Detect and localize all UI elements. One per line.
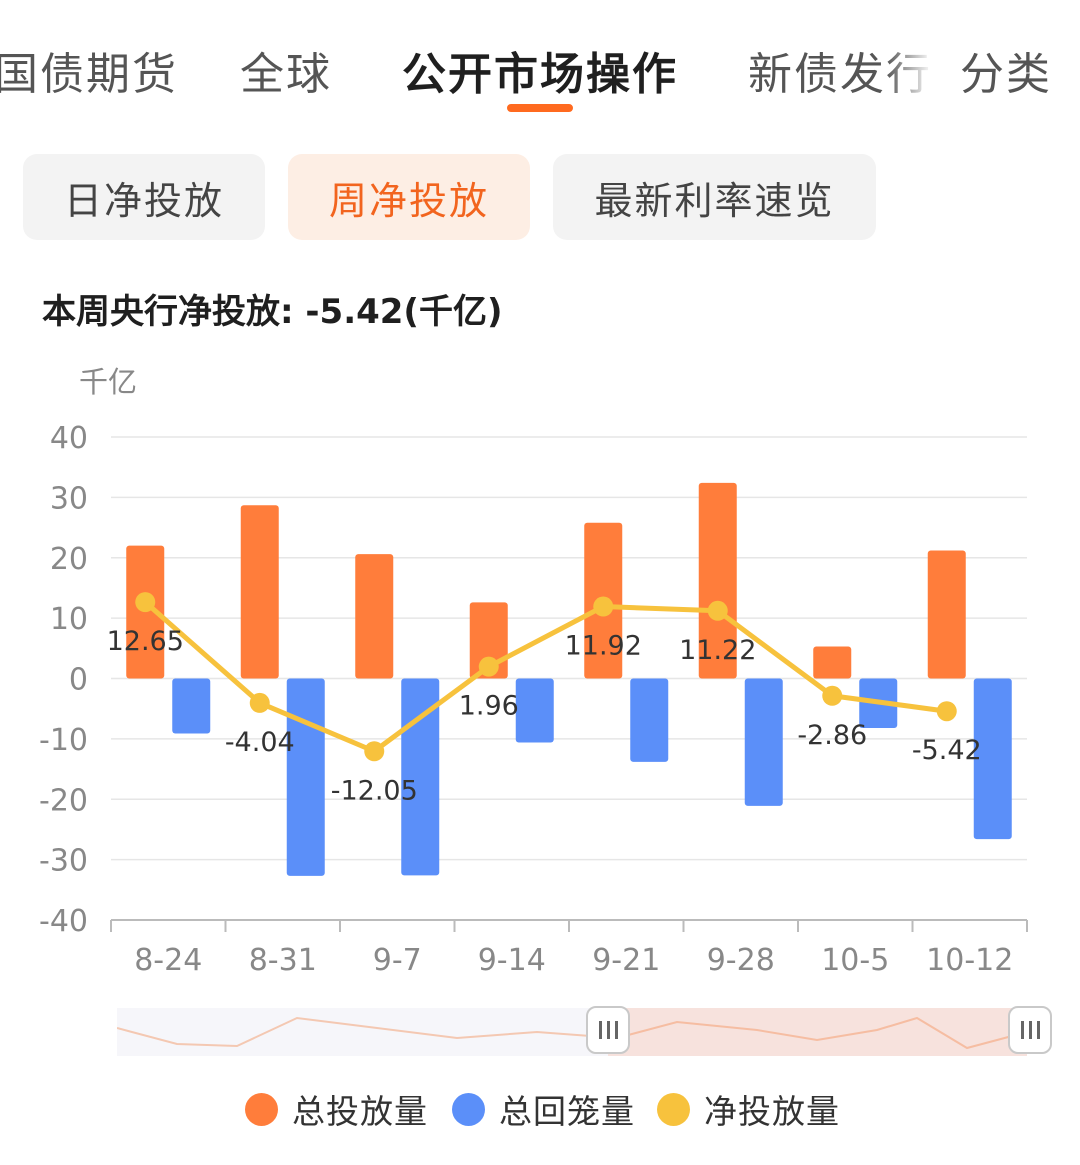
bar-total-injection <box>355 554 394 679</box>
slider-selected-range <box>608 1008 1027 1056</box>
y-tick-label: 10 <box>50 602 88 637</box>
subtab-weekly-net-injection[interactable]: 周净投放 <box>288 154 530 240</box>
legend-item-total-injection[interactable]: 总投放量 <box>245 1085 428 1133</box>
y-tick-label: -20 <box>39 783 88 818</box>
bar-total-injection <box>813 646 852 679</box>
net-injection-data-label: 1.96 <box>459 691 519 722</box>
net-injection-data-label: -5.42 <box>912 735 982 766</box>
y-axis-unit-label: 千亿 <box>79 365 137 399</box>
y-tick-label: 20 <box>50 542 88 577</box>
bar-total-withdrawal <box>401 678 440 876</box>
legend-item-net-injection[interactable]: 净投放量 <box>657 1085 840 1133</box>
weekly-net-injection-summary: 本周央行净投放: -5.42(千亿) <box>42 292 503 332</box>
net-injection-point <box>478 656 499 677</box>
bar-total-withdrawal <box>286 678 325 876</box>
x-tick-label: 9-28 <box>707 943 775 978</box>
y-tick-label: -30 <box>39 844 88 879</box>
x-tick-label: 9-21 <box>592 943 660 978</box>
x-tick-label: 10-5 <box>821 943 889 978</box>
net-injection-point <box>707 600 728 621</box>
net-injection-point <box>593 596 614 617</box>
net-injection-data-label: -12.05 <box>331 775 418 806</box>
net-injection-point <box>822 685 843 706</box>
bar-total-withdrawal <box>630 678 669 762</box>
x-tick-label: 8-24 <box>134 943 202 978</box>
legend-label: 总回笼量 <box>499 1092 635 1131</box>
tab-open-market-operations[interactable]: 公开市场操作 <box>402 49 678 100</box>
y-tick-label: 0 <box>69 663 88 698</box>
bar-total-injection <box>240 505 279 679</box>
bar-total-withdrawal <box>172 678 211 734</box>
y-tick-label: -10 <box>39 723 88 758</box>
top-tabs: 国债期货 全球 公开市场操作 新债发行 分类 <box>0 0 1080 120</box>
subtab-latest-rates-overview[interactable]: 最新利率速览 <box>553 154 876 240</box>
x-tick-label: 9-14 <box>478 943 546 978</box>
legend-item-total-withdrawal[interactable]: 总回笼量 <box>452 1085 635 1133</box>
net-injection-line <box>143 600 948 754</box>
net-injection-point <box>936 701 957 722</box>
tab-global[interactable]: 全球 <box>240 49 332 100</box>
legend-dot <box>245 1092 278 1126</box>
y-tick-label: -40 <box>39 904 88 939</box>
net-injection-point <box>135 592 156 613</box>
bar-total-withdrawal <box>973 678 1012 840</box>
net-injection-data-label: 11.92 <box>565 631 642 662</box>
net-injection-point <box>249 692 270 713</box>
x-tick-label: 9-7 <box>373 943 422 978</box>
grip-icon <box>1020 1021 1024 1039</box>
open-market-chart[interactable]: 千亿 40 30 20 10 0 -10 -20 -30 -40 8-24 8-31 9-7 9-14 9-… <box>0 350 1080 990</box>
x-tick-label: 10-12 <box>926 943 1013 978</box>
slider-right-handle[interactable] <box>1008 1006 1052 1054</box>
net-injection-data-label: -4.04 <box>225 727 295 758</box>
bar-total-injection <box>698 482 737 679</box>
net-injection-point <box>364 741 385 762</box>
active-tab-indicator <box>507 104 573 112</box>
chart-legend: 总投放量 总回笼量 净投放量 <box>0 1085 1080 1135</box>
slider-left-handle[interactable] <box>586 1006 630 1054</box>
bar-total-withdrawal <box>744 678 783 806</box>
legend-label: 总投放量 <box>292 1092 428 1131</box>
tab-new-bond-issuance[interactable]: 新债发行 <box>748 49 932 100</box>
tab-category[interactable]: 分类 <box>960 49 1052 100</box>
data-zoom-slider[interactable] <box>117 1006 1052 1056</box>
legend-label: 净投放量 <box>704 1092 840 1131</box>
net-injection-data-label: -2.86 <box>797 720 867 751</box>
net-injection-data-label: 12.65 <box>107 626 184 657</box>
subtab-daily-net-injection[interactable]: 日净投放 <box>23 154 265 240</box>
legend-dot <box>657 1092 690 1126</box>
y-tick-label: 30 <box>50 481 88 516</box>
y-tick-label: 40 <box>50 421 88 456</box>
bar-total-injection <box>927 550 966 679</box>
x-tick-label: 8-31 <box>249 943 317 978</box>
bar-total-withdrawal <box>515 678 554 743</box>
grip-icon <box>598 1021 602 1039</box>
net-injection-data-label: 11.22 <box>679 635 756 666</box>
legend-dot <box>452 1092 485 1126</box>
tab-treasury-futures[interactable]: 国债期货 <box>0 49 178 100</box>
